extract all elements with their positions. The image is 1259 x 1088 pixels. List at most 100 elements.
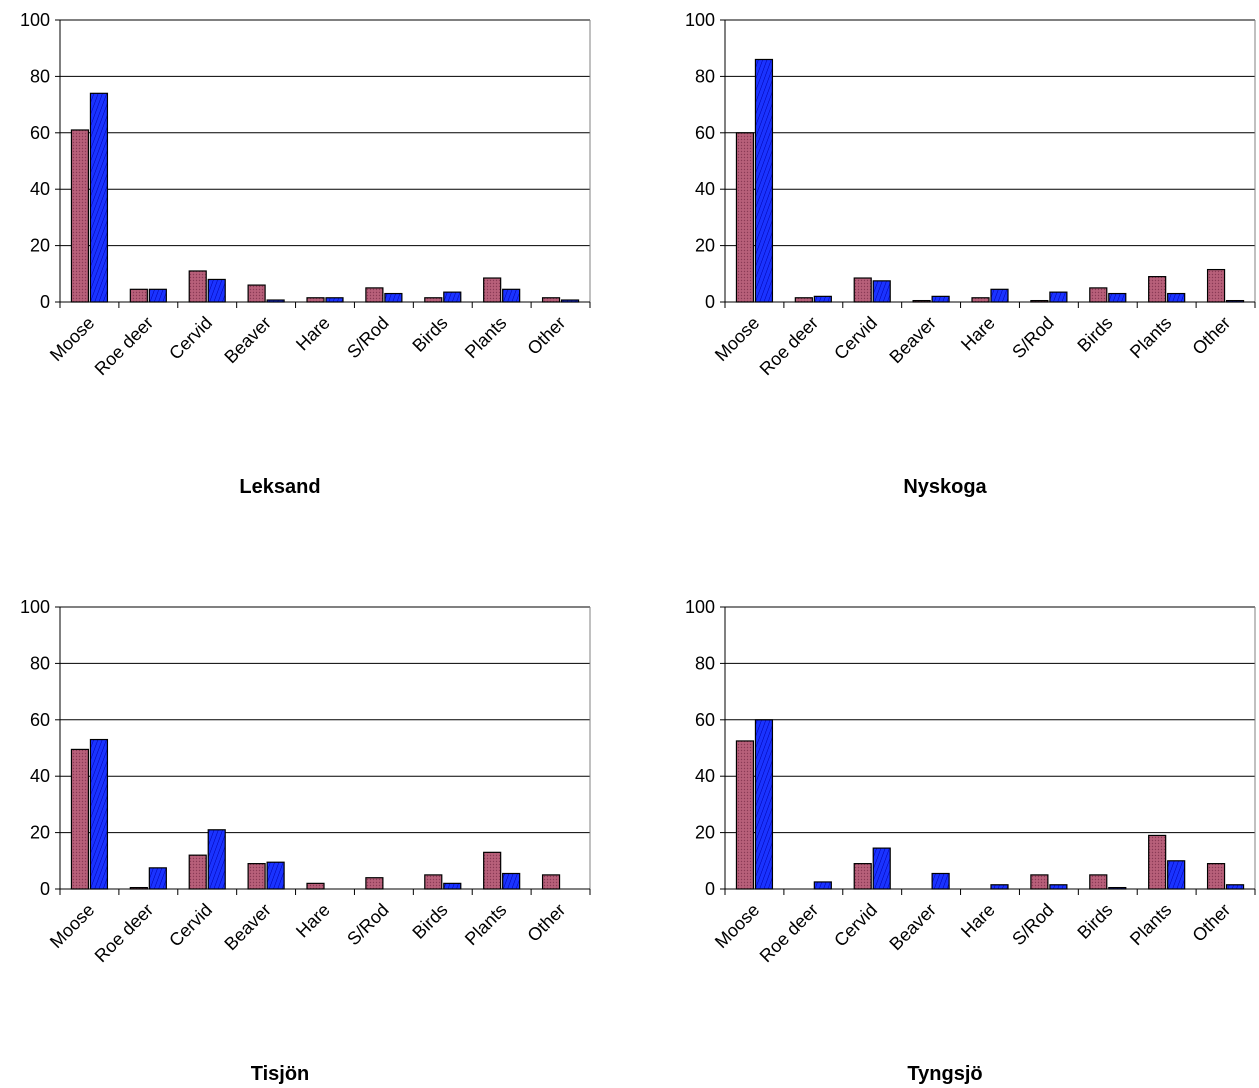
y-tick-label: 100 <box>685 597 715 617</box>
x-category-label: Plants <box>1126 313 1176 363</box>
chart-panel-tyngsjo: Tyngsjö 0 20 40 60 80 100 Moose Roe deer Cervid B… <box>665 587 1259 1087</box>
x-category-label: Moose <box>711 313 763 365</box>
x-category-label: Hare <box>292 900 334 942</box>
x-category-label: Moose <box>711 900 763 952</box>
bar-series-1-other <box>1206 268 1226 303</box>
y-tick-label: 20 <box>30 236 50 256</box>
bar-series-2-beaver <box>266 861 285 890</box>
x-category-label: Moose <box>46 313 98 365</box>
y-tick-label: 20 <box>30 823 50 843</box>
bar-series-1-s-rod <box>1030 874 1049 890</box>
chart-title: Tyngsjö <box>907 1063 983 1085</box>
y-tick-label: 0 <box>40 879 50 899</box>
bar-series-1-hare <box>306 882 325 890</box>
y-tick-label: 80 <box>30 653 50 673</box>
bar-series-2-s-rod <box>1049 291 1068 303</box>
x-category-label: S/Rod <box>1008 900 1058 950</box>
bar-series-2-plants <box>1167 292 1186 303</box>
x-category-label: Other <box>1188 900 1234 946</box>
bar-series-1-s-rod <box>365 877 384 890</box>
bar-series-2-beaver <box>931 295 950 303</box>
bar-series-1-other <box>541 297 561 303</box>
bar-series-2-beaver <box>931 872 950 890</box>
y-tick-label: 100 <box>685 10 715 30</box>
bar-series-2-hare <box>990 288 1009 303</box>
bar-series-2-other <box>560 299 580 303</box>
x-category-label: Birds <box>1073 313 1116 356</box>
bar-series-2-roe-deer <box>813 295 832 303</box>
chart-panel-tisjon: Tisjön 0 20 40 60 80 100 Moose Roe deer Cervid Be… <box>0 587 594 1087</box>
bar-series-2-cervid <box>872 280 891 303</box>
y-tick-label: 0 <box>705 292 715 312</box>
bar-series-1-moose <box>735 740 755 890</box>
x-category-label: Hare <box>957 900 999 942</box>
y-tick-label: 40 <box>695 766 715 786</box>
x-category-label: Plants <box>1126 900 1176 950</box>
bar-series-2-other <box>1225 299 1245 303</box>
y-tick-label: 60 <box>695 123 715 143</box>
x-category-label: Other <box>1188 313 1234 359</box>
bar-series-2-moose <box>754 719 774 890</box>
x-category-label: Cervid <box>165 900 216 951</box>
x-category-label: Birds <box>408 313 451 356</box>
x-category-label: Plants <box>461 900 511 950</box>
bar-series-1-birds <box>1089 874 1108 890</box>
x-category-label: Beaver <box>885 313 939 367</box>
y-tick-label: 0 <box>705 879 715 899</box>
x-category-label: Hare <box>292 313 334 355</box>
chart-panel-leksand: Leksand 0 20 40 60 80 100 Moose Roe deer Cervid B… <box>0 0 594 500</box>
bar-series-1-beaver <box>247 863 266 890</box>
bar-series-1-plants <box>1148 834 1167 890</box>
bar-series-1-cervid <box>853 277 872 303</box>
y-tick-label: 40 <box>30 766 50 786</box>
bar-series-1-moose <box>70 748 90 890</box>
bar-series-2-hare <box>990 884 1009 890</box>
y-tick-label: 20 <box>695 236 715 256</box>
y-tick-label: 80 <box>695 66 715 86</box>
bar-series-1-s-rod <box>1030 299 1049 303</box>
chart-title: Nyskoga <box>903 476 987 498</box>
bar-series-2-plants <box>502 288 521 303</box>
x-category-label: Beaver <box>885 900 939 954</box>
bar-series-1-birds <box>424 874 443 890</box>
bar-series-1-birds <box>1089 287 1108 303</box>
bar-series-1-plants <box>1148 276 1167 303</box>
bar-series-1-moose <box>70 129 90 303</box>
bar-series-1-birds <box>424 297 443 303</box>
bar-series-1-other <box>541 874 561 890</box>
x-category-label: Cervid <box>830 900 881 951</box>
y-tick-label: 100 <box>20 597 50 617</box>
y-tick-label: 40 <box>695 179 715 199</box>
x-category-label: Moose <box>46 900 98 952</box>
bar-series-2-roe-deer <box>148 867 167 890</box>
y-tick-label: 80 <box>695 653 715 673</box>
bar-series-2-cervid <box>872 847 891 890</box>
bar-series-2-other <box>1225 884 1245 890</box>
x-category-label: Birds <box>408 900 451 943</box>
bar-series-1-roe-deer <box>129 886 148 890</box>
bar-series-1-hare <box>971 297 990 303</box>
x-category-label: Cervid <box>165 313 216 364</box>
bar-series-1-s-rod <box>365 287 384 303</box>
y-tick-label: 100 <box>20 10 50 30</box>
bar-series-2-beaver <box>266 299 285 303</box>
bar-series-2-plants <box>1167 860 1186 890</box>
x-category-label: Roe deer <box>756 900 823 967</box>
x-category-label: Other <box>523 900 569 946</box>
chart-title: Leksand <box>239 476 321 498</box>
x-category-label: Birds <box>1073 900 1116 943</box>
bar-series-1-beaver <box>247 284 266 303</box>
x-category-label: Roe deer <box>756 313 823 380</box>
bar-series-2-moose <box>89 92 109 303</box>
bar-series-2-s-rod <box>1049 884 1068 890</box>
y-tick-label: 60 <box>30 710 50 730</box>
bar-series-2-cervid <box>207 278 226 303</box>
x-category-label: Beaver <box>220 900 274 954</box>
bar-series-1-other <box>1206 863 1226 890</box>
x-category-label: Other <box>523 313 569 359</box>
bar-series-2-roe-deer <box>813 881 832 890</box>
bar-series-2-roe-deer <box>148 288 167 303</box>
